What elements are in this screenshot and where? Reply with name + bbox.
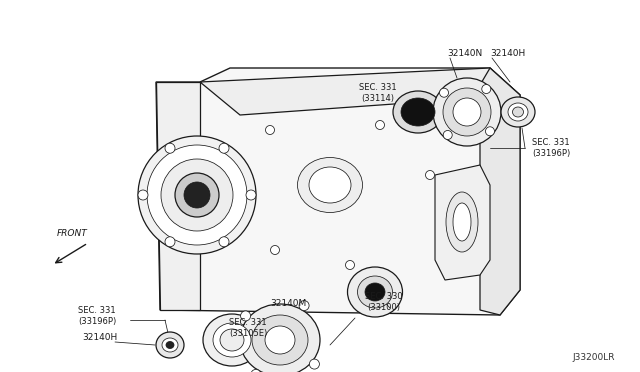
Ellipse shape — [482, 84, 491, 93]
Text: SEC. 330
(33100): SEC. 330 (33100) — [365, 292, 403, 312]
Ellipse shape — [203, 314, 261, 366]
Ellipse shape — [219, 237, 229, 247]
Ellipse shape — [426, 170, 435, 180]
Text: 32140M: 32140M — [270, 298, 306, 308]
Ellipse shape — [501, 97, 535, 127]
Ellipse shape — [486, 127, 495, 136]
Ellipse shape — [309, 359, 319, 369]
Ellipse shape — [184, 182, 210, 208]
Ellipse shape — [251, 369, 261, 372]
Polygon shape — [200, 68, 520, 115]
Ellipse shape — [175, 173, 219, 217]
Ellipse shape — [156, 332, 184, 358]
Ellipse shape — [165, 237, 175, 247]
Ellipse shape — [298, 157, 362, 212]
Ellipse shape — [376, 121, 385, 129]
Ellipse shape — [346, 260, 355, 269]
Ellipse shape — [138, 190, 148, 200]
Ellipse shape — [309, 167, 351, 203]
Polygon shape — [435, 165, 490, 280]
Text: 32140N: 32140N — [447, 48, 483, 58]
Ellipse shape — [453, 98, 481, 126]
Polygon shape — [156, 68, 520, 315]
Ellipse shape — [162, 338, 178, 352]
Ellipse shape — [348, 267, 403, 317]
Ellipse shape — [252, 315, 308, 365]
Ellipse shape — [393, 91, 443, 133]
Text: 32140H: 32140H — [82, 334, 117, 343]
Ellipse shape — [266, 125, 275, 135]
Ellipse shape — [271, 246, 280, 254]
Ellipse shape — [365, 283, 385, 301]
Text: J33200LR: J33200LR — [573, 353, 615, 362]
Ellipse shape — [165, 143, 175, 153]
Ellipse shape — [513, 107, 524, 117]
Ellipse shape — [358, 276, 392, 308]
Ellipse shape — [265, 326, 295, 354]
Ellipse shape — [246, 190, 256, 200]
Ellipse shape — [220, 329, 244, 351]
Text: 32140H: 32140H — [490, 48, 525, 58]
Ellipse shape — [440, 88, 449, 97]
Ellipse shape — [508, 103, 528, 121]
Text: SEC. 331
(33196P): SEC. 331 (33196P) — [532, 138, 570, 158]
Polygon shape — [480, 68, 520, 315]
Text: FRONT: FRONT — [56, 229, 88, 238]
Text: SEC. 331
(33114): SEC. 331 (33114) — [359, 83, 397, 103]
Text: SEC. 331
(33105E): SEC. 331 (33105E) — [229, 318, 267, 338]
Ellipse shape — [401, 98, 435, 126]
Ellipse shape — [161, 159, 233, 231]
Ellipse shape — [453, 203, 471, 241]
Ellipse shape — [241, 311, 251, 321]
Ellipse shape — [240, 304, 320, 372]
Ellipse shape — [299, 301, 309, 311]
Ellipse shape — [213, 323, 251, 357]
Ellipse shape — [443, 88, 491, 136]
Ellipse shape — [219, 143, 229, 153]
Ellipse shape — [446, 192, 478, 252]
Ellipse shape — [444, 131, 452, 140]
Ellipse shape — [433, 78, 501, 146]
Polygon shape — [156, 82, 200, 310]
Ellipse shape — [166, 341, 174, 349]
Text: SEC. 331
(33196P): SEC. 331 (33196P) — [78, 306, 116, 326]
Ellipse shape — [138, 136, 256, 254]
Ellipse shape — [147, 145, 247, 245]
